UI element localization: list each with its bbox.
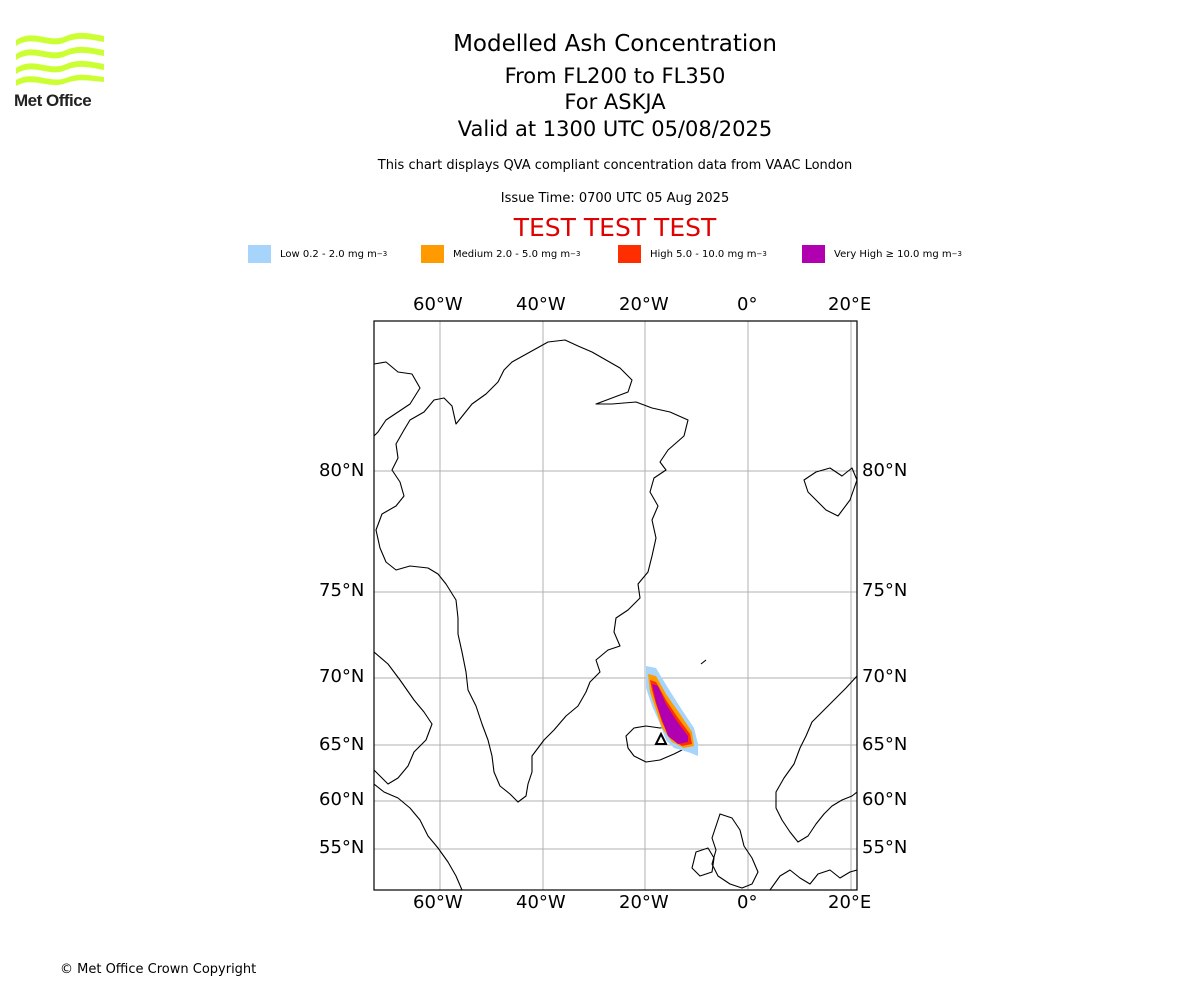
ireland-coast xyxy=(691,847,715,877)
lon-tick-bottom: 0° xyxy=(737,892,758,913)
lat-tick-right: 60°N xyxy=(862,789,908,810)
legend-swatch-very-high xyxy=(802,245,825,263)
lat-tick-left: 80°N xyxy=(319,460,365,481)
coastlines xyxy=(374,339,857,890)
lat-tick-right: 75°N xyxy=(862,580,908,601)
test-banner: TEST TEST TEST xyxy=(513,213,717,242)
lat-tick-left: 65°N xyxy=(319,734,365,755)
canada-arctic-coast xyxy=(374,361,421,437)
legend-label-medium: Medium 2.0 - 5.0 mg m xyxy=(453,248,571,260)
europe-coast xyxy=(769,869,857,890)
legend-unit-exp: −3 xyxy=(376,250,388,258)
lon-tick-bottom: 20°E xyxy=(828,892,872,913)
valid-time: Valid at 1300 UTC 05/08/2025 xyxy=(457,117,773,141)
lat-tick-left: 60°N xyxy=(319,789,365,810)
ash-very-high xyxy=(652,684,688,744)
map-content xyxy=(374,321,857,890)
scandinavia-coast xyxy=(775,675,857,843)
lat-tick-right: 70°N xyxy=(862,666,908,687)
legend-unit-exp: −3 xyxy=(570,250,581,258)
volcano-name: For ASKJA xyxy=(564,90,666,114)
lat-tick-right: 65°N xyxy=(862,734,908,755)
map-frame xyxy=(373,320,858,891)
lat-tick-right: 80°N xyxy=(862,460,908,481)
legend-item-high: High 5.0 - 10.0 mg m −3 xyxy=(618,244,767,264)
lon-tick-top: 20°E xyxy=(828,294,872,315)
legend-item-very-high: Very High ≥ 10.0 mg m −3 xyxy=(802,244,962,264)
labrador-coast xyxy=(374,783,463,890)
lon-tick-bottom: 20°W xyxy=(619,892,669,913)
issue-time: Issue Time: 0700 UTC 05 Aug 2025 xyxy=(500,191,730,206)
legend-label-low: Low 0.2 - 2.0 mg m xyxy=(280,248,377,260)
legend-label-very-high: Very High ≥ 10.0 mg m xyxy=(834,248,952,260)
copyright: © Met Office Crown Copyright xyxy=(60,962,257,977)
lat-tick-right: 55°N xyxy=(862,837,908,858)
greenland-coast xyxy=(375,339,689,803)
uk-coast xyxy=(711,813,759,889)
lon-tick-top: 0° xyxy=(737,294,758,315)
lon-tick-top: 60°W xyxy=(413,294,463,315)
legend-item-low: Low 0.2 - 2.0 mg m −3 xyxy=(248,244,387,264)
subtitle: This chart displays QVA compliant concen… xyxy=(377,158,853,173)
legend-item-medium: Medium 2.0 - 5.0 mg m −3 xyxy=(421,244,580,264)
legend-unit-exp: −3 xyxy=(756,250,767,258)
legend-swatch-low xyxy=(248,245,271,263)
met-office-wave-logo-icon xyxy=(16,32,104,86)
legend-swatch-high xyxy=(618,245,641,263)
lat-tick-left: 75°N xyxy=(319,580,365,601)
legend-swatch-medium xyxy=(421,245,444,263)
legend-unit-exp: −3 xyxy=(951,250,962,258)
lat-tick-left: 55°N xyxy=(319,837,365,858)
flight-levels: From FL200 to FL350 xyxy=(504,64,726,88)
svalbard-coast xyxy=(803,467,857,517)
graticule xyxy=(374,321,857,890)
legend-label-high: High 5.0 - 10.0 mg m xyxy=(650,248,757,260)
lon-tick-bottom: 40°W xyxy=(516,892,566,913)
logo-text: Met Office xyxy=(14,91,92,110)
jan-mayen-coast xyxy=(700,659,707,665)
chart-title: Modelled Ash Concentration xyxy=(453,31,777,57)
triangle-icon xyxy=(654,731,668,745)
lon-tick-bottom: 60°W xyxy=(413,892,463,913)
lat-tick-left: 70°N xyxy=(319,666,365,687)
baffin-coast xyxy=(374,651,433,785)
ash-plume xyxy=(646,666,698,756)
lon-tick-top: 20°W xyxy=(619,294,669,315)
lon-tick-top: 40°W xyxy=(516,294,566,315)
